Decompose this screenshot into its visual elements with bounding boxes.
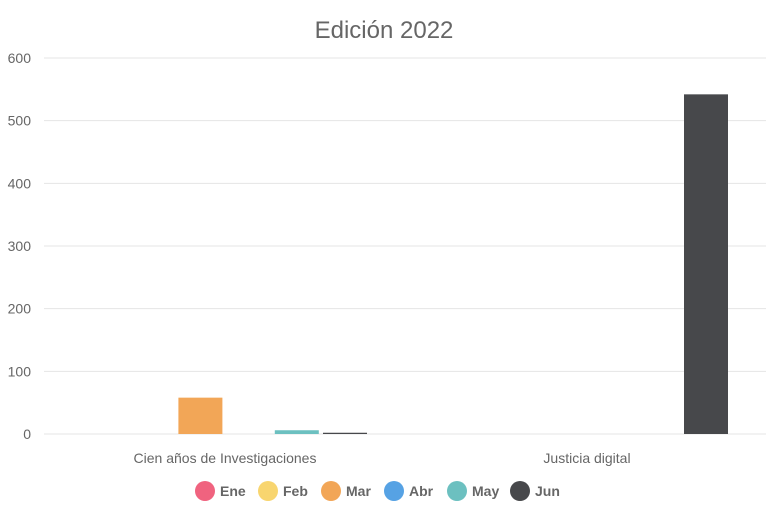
- bar-mar-1: [178, 397, 223, 434]
- legend-label-feb: Feb: [283, 483, 308, 499]
- legend-label-jun: Jun: [535, 483, 560, 499]
- y-tick-label: 400: [8, 175, 32, 191]
- x-axis: Cien años de Investigaciones Justicia di…: [134, 450, 631, 466]
- legend-label-may: May: [472, 483, 499, 499]
- bar-may-1: [274, 430, 319, 434]
- y-tick-label: 300: [8, 238, 32, 254]
- bar-jun-2: [684, 94, 728, 434]
- category-label-2: Justicia digital: [543, 450, 630, 466]
- legend-swatch-feb: [258, 481, 278, 501]
- y-axis: 0 100 200 300 400 500 600: [8, 50, 32, 442]
- y-tick-label: 0: [23, 426, 31, 442]
- legend-swatch-abr: [384, 481, 404, 501]
- chart-title: Edición 2022: [315, 17, 454, 44]
- legend-swatch-ene: [195, 481, 215, 501]
- bar-jun-1: [323, 432, 367, 434]
- chart-bars: [178, 94, 728, 434]
- legend-label-ene: Ene: [220, 483, 246, 499]
- category-label-1: Cien años de Investigaciones: [134, 450, 317, 466]
- y-tick-label: 200: [8, 301, 32, 317]
- legend-label-mar: Mar: [346, 483, 371, 499]
- chart-gridlines: [44, 57, 766, 435]
- y-tick-label: 600: [8, 50, 32, 66]
- legend-swatch-jun: [510, 481, 530, 501]
- legend-swatch-mar: [321, 481, 341, 501]
- chart-legend: Ene Feb Mar Abr May Jun: [195, 481, 560, 501]
- legend-label-abr: Abr: [409, 483, 434, 499]
- y-tick-label: 100: [8, 363, 32, 379]
- legend-swatch-may: [447, 481, 467, 501]
- y-tick-label: 500: [8, 113, 32, 129]
